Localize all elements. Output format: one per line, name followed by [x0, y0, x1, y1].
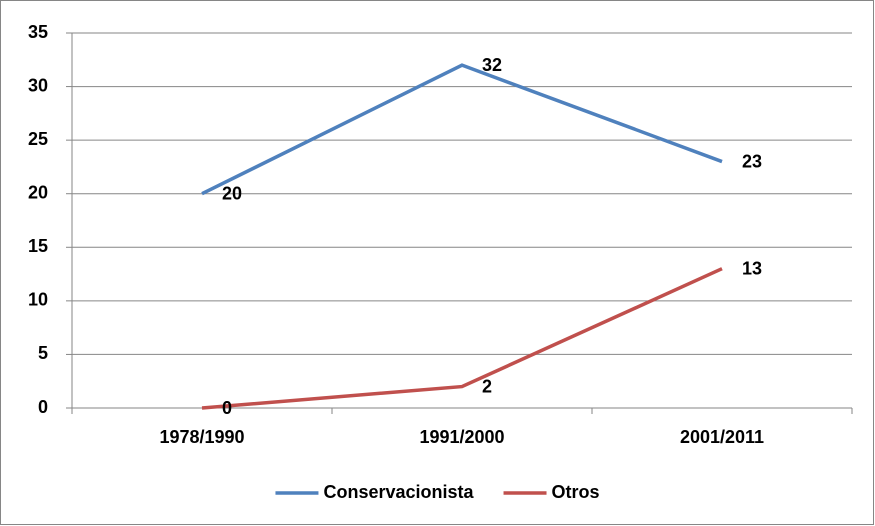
legend-label: Otros: [552, 482, 600, 502]
x-tick-label: 1991/2000: [419, 427, 504, 447]
x-tick-label: 2001/2011: [680, 427, 764, 447]
y-tick-label: 25: [28, 129, 48, 149]
legend-label: Conservacionista: [323, 482, 474, 502]
series-line: [201, 63, 723, 196]
data-label: 13: [742, 258, 762, 278]
series-line: [201, 267, 723, 410]
y-tick-label: 30: [28, 75, 48, 95]
y-tick-label: 35: [28, 22, 48, 42]
data-label: 23: [742, 151, 762, 171]
y-tick-label: 20: [28, 182, 48, 202]
data-label: 20: [222, 183, 242, 203]
x-tick-label: 1978/1990: [159, 427, 244, 447]
y-tick-label: 5: [38, 343, 48, 363]
y-tick-label: 15: [28, 236, 48, 256]
data-label: 0: [222, 398, 232, 418]
data-label: 32: [482, 55, 502, 75]
y-tick-label: 10: [28, 290, 48, 310]
data-label: 2: [482, 376, 492, 396]
y-tick-label: 0: [38, 397, 48, 417]
